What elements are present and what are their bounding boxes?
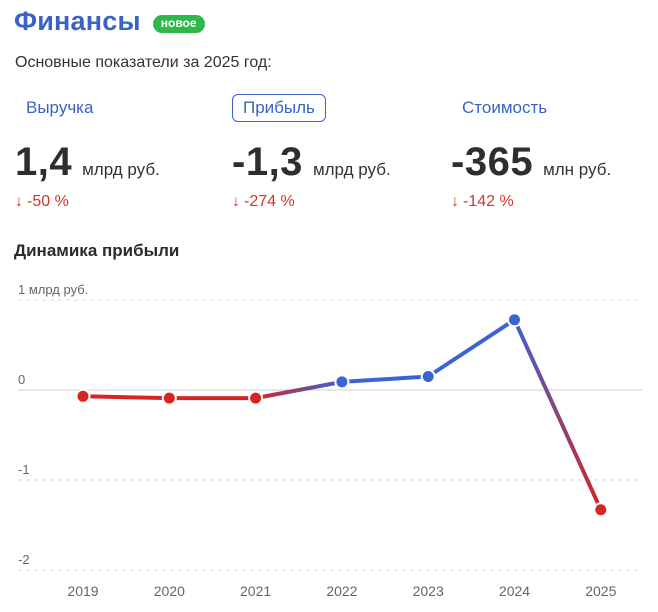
x-tick-label: 2025 — [585, 583, 616, 599]
series-line-segment — [81, 394, 172, 401]
cost-unit: млн руб. — [543, 160, 612, 179]
subtitle: Основные показатели за 2025 год: — [15, 54, 272, 71]
y-tick-label: 0 — [18, 372, 25, 387]
metric-profit: Прибыль -1,3 млрд руб. ↓ -274 % — [232, 94, 391, 211]
series-line-segment — [253, 379, 344, 401]
cost-value: -365 — [451, 140, 534, 184]
revenue-unit: млрд руб. — [82, 160, 160, 179]
profit-value: -1,3 — [232, 140, 303, 184]
profit-change: -274 % — [244, 193, 295, 210]
arrow-down-icon: ↓ — [232, 193, 240, 210]
y-tick-label: 1 млрд руб. — [18, 282, 88, 297]
profit-unit: млрд руб. — [312, 160, 391, 179]
series-line-segment — [512, 317, 603, 512]
new-badge: новое — [152, 14, 205, 33]
header: Финансы новое — [14, 6, 205, 37]
profit-chart: 1 млрд руб. 0 -1 -2 2019 2020 2021 2022 2023 2024… — [18, 282, 642, 599]
data-point — [161, 390, 177, 406]
x-tick-label: 2021 — [240, 583, 271, 599]
data-point — [248, 390, 264, 406]
arrow-down-icon: ↓ — [15, 193, 23, 210]
page-title: Финансы — [14, 6, 141, 36]
x-tick-label: 2024 — [499, 583, 530, 599]
tab-value[interactable]: Стоимость — [462, 98, 548, 117]
data-point — [507, 312, 522, 328]
arrow-down-icon: ↓ — [451, 193, 459, 210]
series-line-segment — [426, 317, 517, 379]
series-line-segment — [339, 374, 431, 384]
revenue-value: 1,4 — [15, 140, 73, 184]
chart-title: Динамика прибыли — [14, 241, 180, 260]
cost-change: -142 % — [463, 193, 514, 210]
data-point — [75, 388, 91, 404]
data-point — [334, 374, 350, 390]
data-point — [593, 502, 609, 518]
tab-revenue[interactable]: Выручка — [26, 98, 94, 117]
tab-profit[interactable]: Прибыль — [232, 94, 326, 122]
y-tick-label: -2 — [18, 552, 30, 567]
data-point — [420, 369, 436, 384]
x-tick-label: 2022 — [326, 583, 357, 599]
revenue-change: -50 % — [27, 193, 69, 210]
x-tick-label: 2019 — [67, 583, 98, 599]
x-tick-label: 2020 — [154, 583, 185, 599]
metric-revenue: Выручка 1,4 млрд руб. ↓ -50 % — [15, 94, 160, 211]
y-tick-label: -1 — [18, 462, 30, 477]
metric-value: Стоимость -365 млн руб. ↓ -142 % — [451, 94, 611, 211]
x-tick-label: 2023 — [413, 583, 444, 599]
